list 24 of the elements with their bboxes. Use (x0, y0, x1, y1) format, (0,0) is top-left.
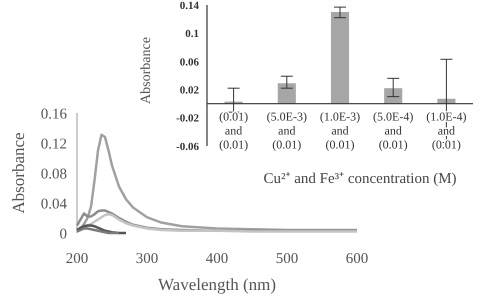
x-tick-label: (1.0E-3) and (0.01) (320, 110, 360, 152)
y-tick-label: 0.12 (40, 136, 67, 152)
x-tick-label: (5.0E-4) and (0.01) (373, 110, 414, 152)
y-tick-label: 0.08 (40, 166, 67, 182)
x-tick-label: 200 (66, 251, 88, 267)
y-tick-label: -0.02 (176, 112, 200, 125)
x-tick-label: 600 (346, 251, 368, 267)
y-tick-label: 0.04 (40, 196, 68, 212)
x-axis-title: Wavelength (nm) (158, 275, 276, 294)
y-axis-title: Absorbance (9, 132, 28, 214)
y-tick-label: -0.06 (176, 140, 200, 153)
x-tick-label: 500 (276, 251, 298, 267)
x-tick-label: (0.01) and (0.01) (219, 110, 248, 152)
x-tick-label: (5.0E-3) and (0.01) (266, 110, 307, 152)
x-axis-title: Cu²⁺ and Fe³⁺ concentration (M) (263, 171, 457, 187)
y-tick-label: 0.1 (185, 28, 199, 40)
y-tick-label: 0.14 (180, 0, 200, 12)
y-tick-label: 0.16 (40, 106, 68, 122)
y-tick-label: 0 (60, 226, 67, 242)
y-axis-title: Absorbance (139, 37, 154, 104)
x-tick-label: 400 (206, 251, 228, 267)
y-tick-label: 0.06 (180, 56, 200, 68)
y-tick-label: 0.02 (180, 84, 200, 96)
x-tick-label: 300 (136, 251, 158, 267)
